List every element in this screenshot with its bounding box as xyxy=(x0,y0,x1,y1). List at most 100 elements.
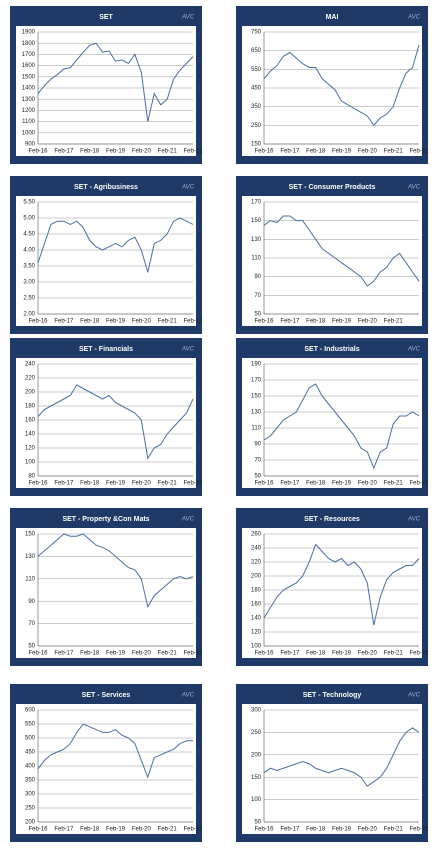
x-tick-label: Feb-20 xyxy=(358,149,378,155)
y-tick-label: 70 xyxy=(254,293,261,299)
y-tick-label: 250 xyxy=(251,730,262,736)
plot-background xyxy=(16,26,196,156)
y-tick-label: 150 xyxy=(251,218,262,224)
y-tick-label: 1500 xyxy=(22,74,36,80)
x-tick-label: Feb-22 xyxy=(183,149,203,155)
x-tick-label: Feb-18 xyxy=(306,319,326,325)
y-tick-label: 240 xyxy=(251,546,262,552)
x-tick-label: Feb-22 xyxy=(183,827,203,833)
series-line xyxy=(263,383,420,470)
y-tick-label: 300 xyxy=(251,708,262,714)
chart-title: SET - Financials xyxy=(79,346,133,353)
y-tick-label: 650 xyxy=(251,48,262,54)
y-tick-label: 550 xyxy=(25,722,36,728)
y-tick-label: 750 xyxy=(251,30,262,36)
y-tick-label: 4.00 xyxy=(23,248,35,254)
x-tick-label: Feb-16 xyxy=(28,319,48,325)
x-tick-label: Feb-21 xyxy=(384,651,404,657)
x-tick-label: Feb-22 xyxy=(183,651,203,657)
y-tick-label: 140 xyxy=(251,616,262,622)
y-tick-label: 1900 xyxy=(22,30,36,36)
y-tick-label: 200 xyxy=(251,752,262,758)
y-tick-label: 1400 xyxy=(22,86,36,92)
y-tick-label: 5.00 xyxy=(23,216,35,222)
y-tick-label: 170 xyxy=(251,378,262,384)
y-tick-label: 90 xyxy=(28,599,35,605)
watermark: AVC xyxy=(181,347,195,353)
y-tick-label: 1200 xyxy=(22,108,36,114)
plot-background xyxy=(242,196,422,326)
x-tick-label: Feb-17 xyxy=(280,149,300,155)
y-tick-label: 120 xyxy=(251,630,262,636)
watermark: AVC xyxy=(407,693,421,699)
x-tick-label: Feb-16 xyxy=(28,481,48,487)
x-tick-label: Feb-20 xyxy=(132,481,152,487)
x-tick-label: Feb-20 xyxy=(358,651,378,657)
watermark: AVC xyxy=(181,15,195,21)
x-tick-label: Feb-16 xyxy=(254,827,274,833)
y-tick-label: 250 xyxy=(25,806,36,812)
y-tick-label: 50 xyxy=(254,312,261,318)
y-tick-label: 200 xyxy=(251,574,262,580)
y-tick-label: 130 xyxy=(251,237,262,243)
plot-background xyxy=(242,528,422,658)
y-tick-label: 90 xyxy=(254,274,261,280)
watermark: AVC xyxy=(407,15,421,21)
x-tick-label: Feb-18 xyxy=(80,651,100,657)
y-tick-label: 500 xyxy=(25,736,36,742)
y-tick-label: 5.50 xyxy=(23,200,35,206)
x-tick-label: Feb-17 xyxy=(54,827,74,833)
y-tick-label: 350 xyxy=(251,104,262,110)
x-tick-label: Feb-21 xyxy=(158,319,178,325)
y-tick-label: 80 xyxy=(28,474,35,480)
x-tick-label: Feb-19 xyxy=(332,319,352,325)
x-tick-label: Feb-22 xyxy=(409,827,429,833)
y-tick-label: 2.00 xyxy=(23,312,35,318)
watermark: AVC xyxy=(407,347,421,353)
x-tick-label: Feb-19 xyxy=(106,481,126,487)
x-tick-label: Feb-16 xyxy=(28,651,48,657)
x-tick-label: Feb-22 xyxy=(409,481,429,487)
x-tick-label: Feb-16 xyxy=(254,481,274,487)
plot-background xyxy=(242,358,422,488)
x-tick-label: Feb-17 xyxy=(54,149,74,155)
series-line xyxy=(263,727,420,787)
plot-background xyxy=(242,26,422,156)
chart-title: SET - Industrials xyxy=(304,346,359,353)
x-tick-label: Feb-19 xyxy=(106,651,126,657)
chart-title: SET xyxy=(99,14,113,21)
x-tick-label: Feb-16 xyxy=(254,149,274,155)
x-tick-label: Feb-20 xyxy=(132,827,152,833)
x-tick-label: Feb-21 xyxy=(384,827,404,833)
x-tick-label: Feb-22 xyxy=(183,481,203,487)
y-tick-label: 180 xyxy=(251,588,262,594)
x-tick-label: Feb-19 xyxy=(332,827,352,833)
y-tick-label: 220 xyxy=(25,376,36,382)
y-tick-label: 1300 xyxy=(22,97,36,103)
x-tick-label: Feb-17 xyxy=(54,481,74,487)
x-tick-label: Feb-17 xyxy=(280,651,300,657)
x-tick-label: Feb-17 xyxy=(280,481,300,487)
x-tick-label: Feb-20 xyxy=(358,827,378,833)
series-line xyxy=(263,543,420,626)
x-tick-label: Feb-16 xyxy=(254,651,274,657)
x-tick-label: Feb-20 xyxy=(358,481,378,487)
plot-background xyxy=(16,704,196,834)
series-line xyxy=(263,215,420,287)
watermark: AVC xyxy=(407,517,421,523)
x-tick-label: Feb-22 xyxy=(409,149,429,155)
y-tick-label: 450 xyxy=(251,86,262,92)
x-tick-label: Feb-16 xyxy=(28,827,48,833)
x-tick-label: Feb-18 xyxy=(80,319,100,325)
y-tick-label: 170 xyxy=(251,200,262,206)
y-tick-label: 3.00 xyxy=(23,280,35,286)
y-tick-label: 110 xyxy=(25,576,35,582)
x-tick-label: Feb-18 xyxy=(80,827,100,833)
x-tick-label: Feb-19 xyxy=(332,481,352,487)
series-line xyxy=(37,42,194,122)
y-tick-label: 250 xyxy=(251,123,262,129)
watermark: AVC xyxy=(181,517,195,523)
x-tick-label: Feb-21 xyxy=(384,149,404,155)
y-tick-label: 260 xyxy=(251,532,262,538)
plot-background xyxy=(16,528,196,658)
